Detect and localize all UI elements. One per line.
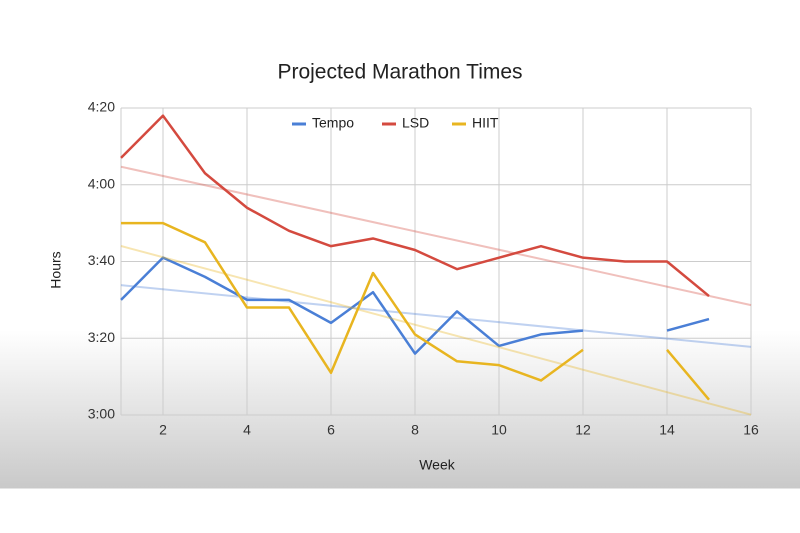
series-line: [120, 114, 710, 298]
legend-label: Tempo: [312, 115, 354, 131]
x-tick-label: 12: [575, 422, 591, 438]
x-tick-label: 8: [411, 422, 419, 438]
y-tick-label: 3:20: [88, 329, 115, 345]
y-tick-label: 3:40: [88, 252, 115, 268]
trendline: [120, 165, 752, 307]
legend-label: HIIT: [472, 115, 499, 131]
chart-title: Projected Marathon Times: [277, 61, 522, 84]
series-line: [121, 221, 710, 401]
x-tick-label: 6: [327, 422, 335, 438]
x-tick-label: 2: [159, 422, 167, 438]
y-axis-label: Hours: [48, 251, 64, 288]
legend-label: LSD: [402, 115, 429, 131]
y-tick-label: 4:20: [88, 99, 115, 115]
x-tick-label: 4: [243, 422, 251, 438]
x-axis-label: Week: [419, 457, 456, 473]
y-tick-label: 3:00: [88, 406, 115, 422]
x-tick-label: 14: [659, 422, 675, 438]
trendline: [120, 245, 752, 416]
x-tick-label: 10: [491, 422, 507, 438]
trendline: [120, 284, 752, 348]
y-tick-label: 4:00: [88, 175, 115, 191]
series-line: [120, 256, 710, 355]
x-tick-label: 16: [743, 422, 759, 438]
